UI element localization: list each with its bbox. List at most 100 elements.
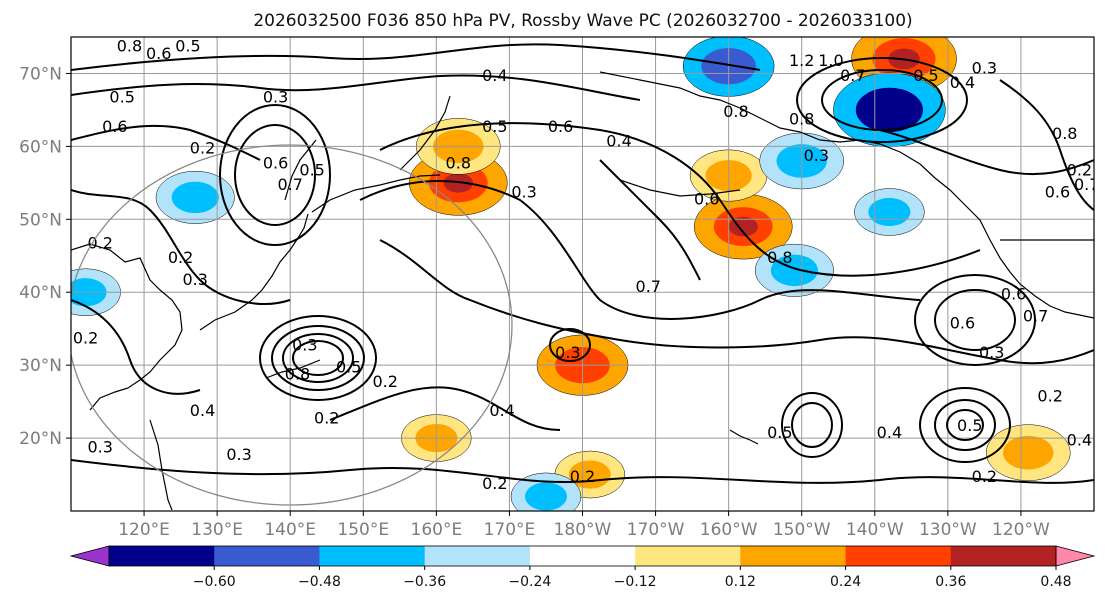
contour-label: 0.8 — [446, 153, 471, 172]
lon-tick-label: 160°E — [411, 520, 463, 540]
contour-low-west-coast-2 — [914, 274, 1036, 366]
lat-tick-label: 20°N — [19, 429, 62, 449]
contour-label: 0.2 — [168, 248, 193, 267]
contour-jet-1 — [379, 122, 981, 277]
contour-okhotsk-1 — [234, 124, 316, 226]
colorbar-tick-label: 0.24 — [830, 574, 861, 590]
contour-label: 1.0 — [818, 51, 843, 70]
contour-label: 0.6 — [146, 44, 171, 63]
asia-coastline — [71, 243, 183, 411]
contour-label: 0.2 — [73, 328, 98, 347]
contour-label: 1.2 — [789, 51, 814, 70]
contour-label: 0.4 — [606, 131, 631, 150]
contour-label: 0.6 — [1001, 285, 1026, 304]
lon-tick-label: 140°E — [264, 520, 316, 540]
contour-label: 0.5 — [175, 37, 200, 56]
contour-label: 0.4 — [190, 401, 215, 420]
contour-label: 0.3 — [979, 343, 1004, 362]
contour-label: 0.6 — [1045, 182, 1070, 201]
lon-tick-label: 130°W — [919, 520, 977, 540]
pv-contours — [71, 43, 1094, 484]
shaded-region-mid-8 — [1003, 435, 1054, 470]
contour-label: 0.2 — [190, 139, 215, 158]
contour-label: 0.5 — [913, 66, 938, 85]
colorbar-tick-label: −0.36 — [403, 574, 446, 590]
contour-label: 0.3 — [555, 343, 580, 362]
lat-tick-label: 60°N — [19, 137, 62, 157]
lat-tick-label: 70°N — [19, 64, 62, 84]
lon-tick-label: 180°W — [554, 520, 612, 540]
contour-label: 0.7 — [1023, 306, 1048, 325]
lon-tick-label: 160°W — [700, 520, 758, 540]
colorbar-segment — [109, 546, 215, 566]
contour-label: 0.8 — [789, 110, 814, 129]
colorbar-tick-label: −0.48 — [298, 574, 341, 590]
contour-label: 0.4 — [950, 73, 975, 92]
colorbar-segment — [635, 546, 741, 566]
contour-gulf-alaska-2 — [796, 57, 968, 143]
contour-label: 0.5 — [336, 357, 361, 376]
colorbar-tick-label: 0.12 — [725, 574, 756, 590]
contour-low-japan-2 — [282, 333, 354, 383]
contour-label: 0.2 — [570, 467, 595, 486]
contour-canada-2 — [999, 79, 1094, 211]
lat-tick-label: 40°N — [19, 283, 62, 303]
contour-label: 0.3 — [804, 146, 829, 165]
lon-tick-label: 130°E — [191, 520, 243, 540]
colorbar-tick-label: 0.36 — [935, 574, 966, 590]
contour-label: 0.8 — [1052, 124, 1077, 143]
japan-coastline — [199, 213, 309, 331]
shaded-region-core-10 — [872, 98, 907, 122]
contour-label: 0.6 — [548, 117, 573, 136]
colorbar-segment — [950, 546, 1057, 566]
contour-low-japan-1 — [292, 340, 344, 376]
contour-label: 0.3 — [972, 58, 997, 77]
contour-central-pacific — [549, 328, 591, 362]
contour-label: 0.7 — [636, 277, 661, 296]
contour-dateline-trough — [599, 159, 701, 281]
contour-label: 0.2 — [1037, 387, 1062, 406]
contour-label: 0.2 — [372, 372, 397, 391]
contour-label: 0.2 — [88, 233, 113, 252]
contour-china-2 — [71, 299, 201, 395]
colorbar-tick-label: −0.12 — [614, 574, 657, 590]
lon-tick-label: 120°E — [118, 520, 170, 540]
contour-label: 0.4 — [877, 423, 902, 442]
lon-tick-label: 150°W — [773, 520, 831, 540]
contour-low-east-pacific-1 — [946, 409, 984, 441]
contour-tropics-1 — [71, 459, 1094, 484]
colorbar-segment — [529, 546, 636, 566]
colorbar-extend-max — [1055, 545, 1096, 567]
contour-arctic-2 — [71, 74, 641, 101]
contour-low-east-pacific-3 — [919, 387, 1011, 463]
contour-label: 0.4 — [489, 401, 514, 420]
contour-label: 0.3 — [226, 445, 251, 464]
contour-label: 0.8 — [285, 365, 310, 384]
kuril-chain — [311, 174, 441, 213]
contour-label: 0.7 — [840, 66, 865, 85]
contour-china-1 — [71, 189, 291, 305]
contour-label: 0.2 — [972, 467, 997, 486]
contour-subtropics-1 — [329, 386, 561, 431]
lon-tick-label: 120°W — [992, 520, 1050, 540]
contour-labels: 0.8 0.6 0.50.50.60.30.20.60.70.50.20.20.30… — [73, 37, 1094, 493]
contour-label: 0.3 — [88, 438, 113, 457]
colorbar-tick-label: 0.48 — [1040, 574, 1071, 590]
colorbar-segment — [214, 546, 320, 566]
contour-low-east-pacific-2 — [934, 399, 996, 451]
colorbar-segment — [319, 546, 426, 566]
contour-label: 0.2 — [1067, 161, 1092, 180]
contour-low-japan-4 — [259, 315, 377, 401]
contour-label: 0.6 — [102, 117, 127, 136]
chart-title: 2026032500 F036 850 hPa PV, Rossby Wave … — [253, 11, 912, 31]
latitude-ticks: 20°N 30°N 40°N 50°N 60°N 70°N — [19, 64, 71, 449]
contour-label: 0.2 — [482, 474, 507, 493]
contour-jet-2 — [359, 180, 921, 320]
contour-label: 0.4 — [482, 66, 507, 85]
contour-low-japan-3 — [271, 325, 365, 391]
contour-subtropical-1 — [791, 402, 833, 448]
colorbar-tick-label: −0.24 — [508, 574, 551, 590]
contour-label: 0.5 — [767, 423, 792, 442]
contour-label: 0.5 — [482, 117, 507, 136]
